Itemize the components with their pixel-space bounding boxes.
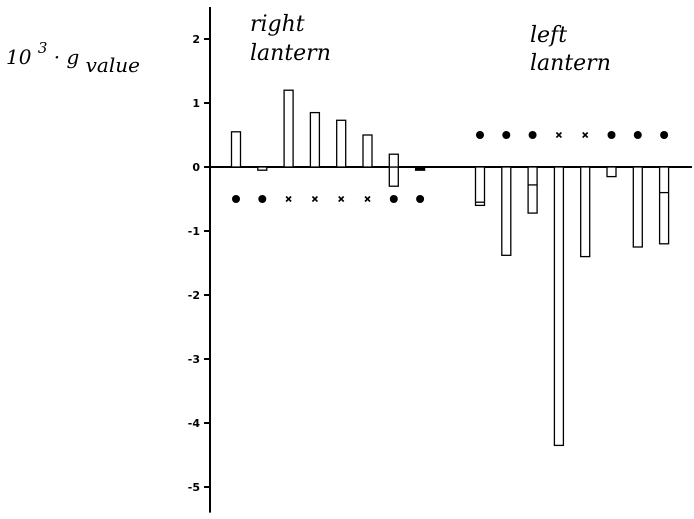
y-tick-label: -3 [188, 353, 200, 366]
dot-marker [660, 131, 669, 139]
x-marker [285, 195, 292, 203]
dot-marker [232, 195, 240, 203]
bar [309, 111, 321, 168]
bar [632, 166, 643, 248]
dot-marker [258, 195, 267, 203]
bar [553, 166, 565, 447]
y-axis-label: 10 3 · g value [6, 34, 140, 77]
x-marker [582, 131, 589, 139]
y-ticks: 2 1 0 -1 -2 -3 -4 -5 [188, 33, 210, 494]
svg-text:10 3 · g: 10 3 · g value [6, 34, 140, 77]
bar [362, 134, 373, 168]
bar [388, 166, 399, 187]
x-marker [555, 131, 562, 139]
y-label-subscript: value [86, 53, 140, 77]
bar [658, 166, 670, 245]
bar [336, 119, 347, 168]
bar-inner-segment [388, 153, 399, 168]
bar [606, 166, 617, 178]
y-label-symbol: g [66, 45, 79, 69]
y-tick-label: -5 [188, 481, 200, 494]
dot-marker [607, 131, 616, 139]
y-tick-label: -1 [188, 225, 200, 238]
dot-marker [416, 195, 425, 203]
y-label-dot: · [54, 45, 60, 69]
x-marker [311, 195, 318, 203]
right-lantern-label-line1: right [250, 12, 305, 37]
markers [232, 131, 669, 203]
y-tick-label: 0 [192, 161, 200, 174]
bar [501, 166, 512, 256]
y-tick-label: -4 [188, 417, 201, 430]
y-label-exponent: 3 [38, 39, 48, 57]
left-lantern-label-line1: left [530, 23, 567, 48]
y-tick-label: -2 [188, 289, 200, 302]
x-marker [338, 195, 345, 203]
y-tick-label: 1 [192, 97, 200, 110]
x-marker [364, 195, 371, 203]
dot-marker [502, 131, 511, 139]
bar [414, 166, 426, 171]
dot-marker [389, 195, 398, 203]
y-tick-label: 2 [192, 33, 200, 46]
bar [283, 89, 294, 168]
right-lantern-label-line2: lantern [250, 41, 331, 66]
left-lantern-label-line2: lantern [530, 51, 611, 76]
dot-marker [633, 131, 642, 139]
dot-marker [476, 131, 484, 139]
bar [527, 166, 538, 214]
bars [230, 89, 670, 447]
y-label-base: 10 [6, 45, 32, 69]
bar [474, 166, 486, 207]
bar [257, 166, 268, 171]
bar [230, 131, 242, 168]
bar [580, 166, 591, 258]
dot-marker [528, 131, 537, 139]
